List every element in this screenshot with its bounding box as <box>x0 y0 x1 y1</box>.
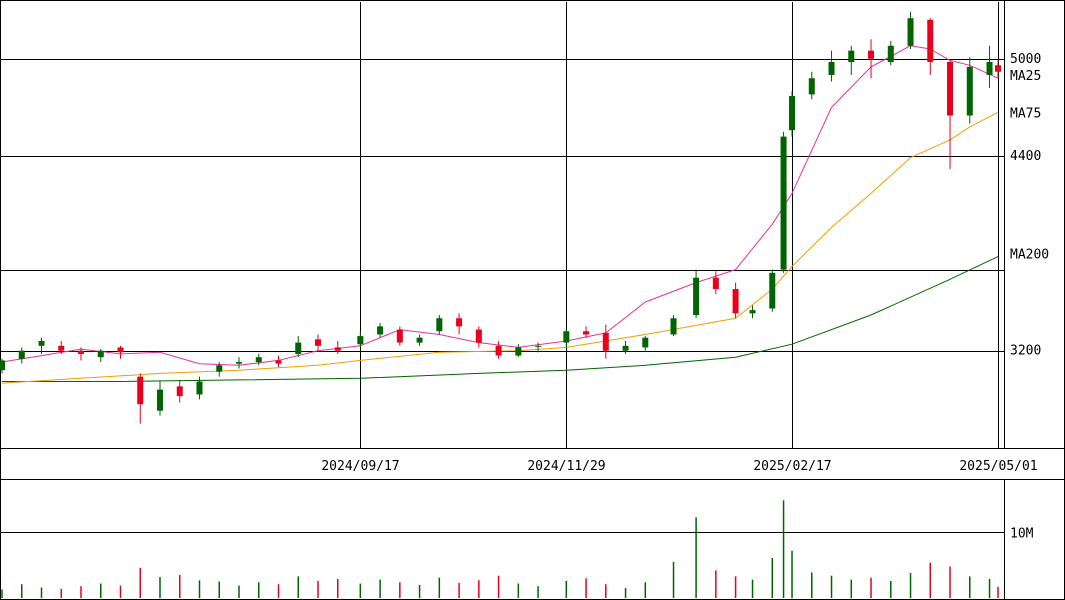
ma25-legend-label: MA25 <box>1010 69 1041 84</box>
candle-body <box>789 96 796 131</box>
candle-body <box>693 277 700 316</box>
candle-body <box>495 345 502 356</box>
y-tick-label: 5000 <box>1010 52 1041 67</box>
candle-body <box>475 329 482 343</box>
candle-body <box>868 50 875 59</box>
candle-body <box>176 386 183 397</box>
ma25-layer <box>1 45 999 366</box>
candle-body <box>515 347 522 356</box>
candle-body <box>196 381 203 395</box>
candlestick-series <box>0 11 1001 424</box>
candle-body <box>535 345 542 347</box>
candle-body <box>907 18 914 46</box>
candle-body <box>216 365 223 372</box>
candle-body <box>334 347 341 351</box>
candle-body <box>808 78 815 95</box>
candle-body <box>456 318 463 327</box>
candle-body <box>583 331 590 335</box>
candle-body <box>602 332 609 351</box>
x-tick-label: 2024/11/29 <box>527 459 605 474</box>
y-tick-label: 3200 <box>1010 344 1041 359</box>
candle-body <box>986 62 993 75</box>
y-tick-label: 4400 <box>1010 149 1041 164</box>
candle-body <box>732 289 739 314</box>
candle-body <box>78 350 85 354</box>
candle-body <box>97 350 104 358</box>
candle-body <box>38 340 45 346</box>
candle-body <box>436 318 443 332</box>
candle-body <box>642 337 649 348</box>
ma25-line <box>1 45 999 366</box>
candle-body <box>966 66 973 116</box>
candle-body <box>18 350 25 359</box>
ma75-legend-label: MA75 <box>1010 106 1041 121</box>
candle-body <box>157 389 164 411</box>
candle-body <box>137 376 144 405</box>
candle-body <box>275 360 282 364</box>
candle-body <box>927 19 934 63</box>
axis-labels: 2024/09/17 2024/11/29 2025/02/17 2025/05/01… <box>321 52 1049 542</box>
candle-body <box>947 62 954 116</box>
ma75-layer <box>1 111 999 384</box>
ma200-line <box>2 256 999 382</box>
candle-body <box>780 136 787 270</box>
candle-body <box>712 277 719 290</box>
price-gridlines <box>0 2 1004 533</box>
candle-body <box>563 331 570 343</box>
candle-body <box>0 360 5 371</box>
candle-body <box>236 362 243 364</box>
x-tick-label: 2024/09/17 <box>321 459 399 474</box>
candle-body <box>295 342 302 354</box>
candle-body <box>58 345 65 351</box>
volume-tick-label: 10M <box>1010 526 1034 541</box>
x-tick-label: 2025/02/17 <box>753 459 831 474</box>
ma200-legend-label: MA200 <box>1010 247 1049 262</box>
candle-body <box>769 272 776 309</box>
candle-body <box>995 65 1001 72</box>
candle-body <box>117 347 124 353</box>
ma200-layer <box>2 256 999 382</box>
candle-body <box>887 45 894 63</box>
candle-body <box>749 310 756 314</box>
candle-body <box>828 62 835 75</box>
candle-body <box>416 337 423 343</box>
candle-body <box>396 329 403 343</box>
candle-body <box>670 318 677 335</box>
candle-body <box>622 345 629 351</box>
candle-body <box>377 326 384 335</box>
candle-body <box>357 336 364 345</box>
x-tick-label: 2025/05/01 <box>959 459 1037 474</box>
candle-body <box>315 339 322 346</box>
volume-bars <box>1 500 999 598</box>
candle-body <box>848 50 855 63</box>
candle-body <box>255 357 262 363</box>
ma75-line <box>1 111 999 384</box>
